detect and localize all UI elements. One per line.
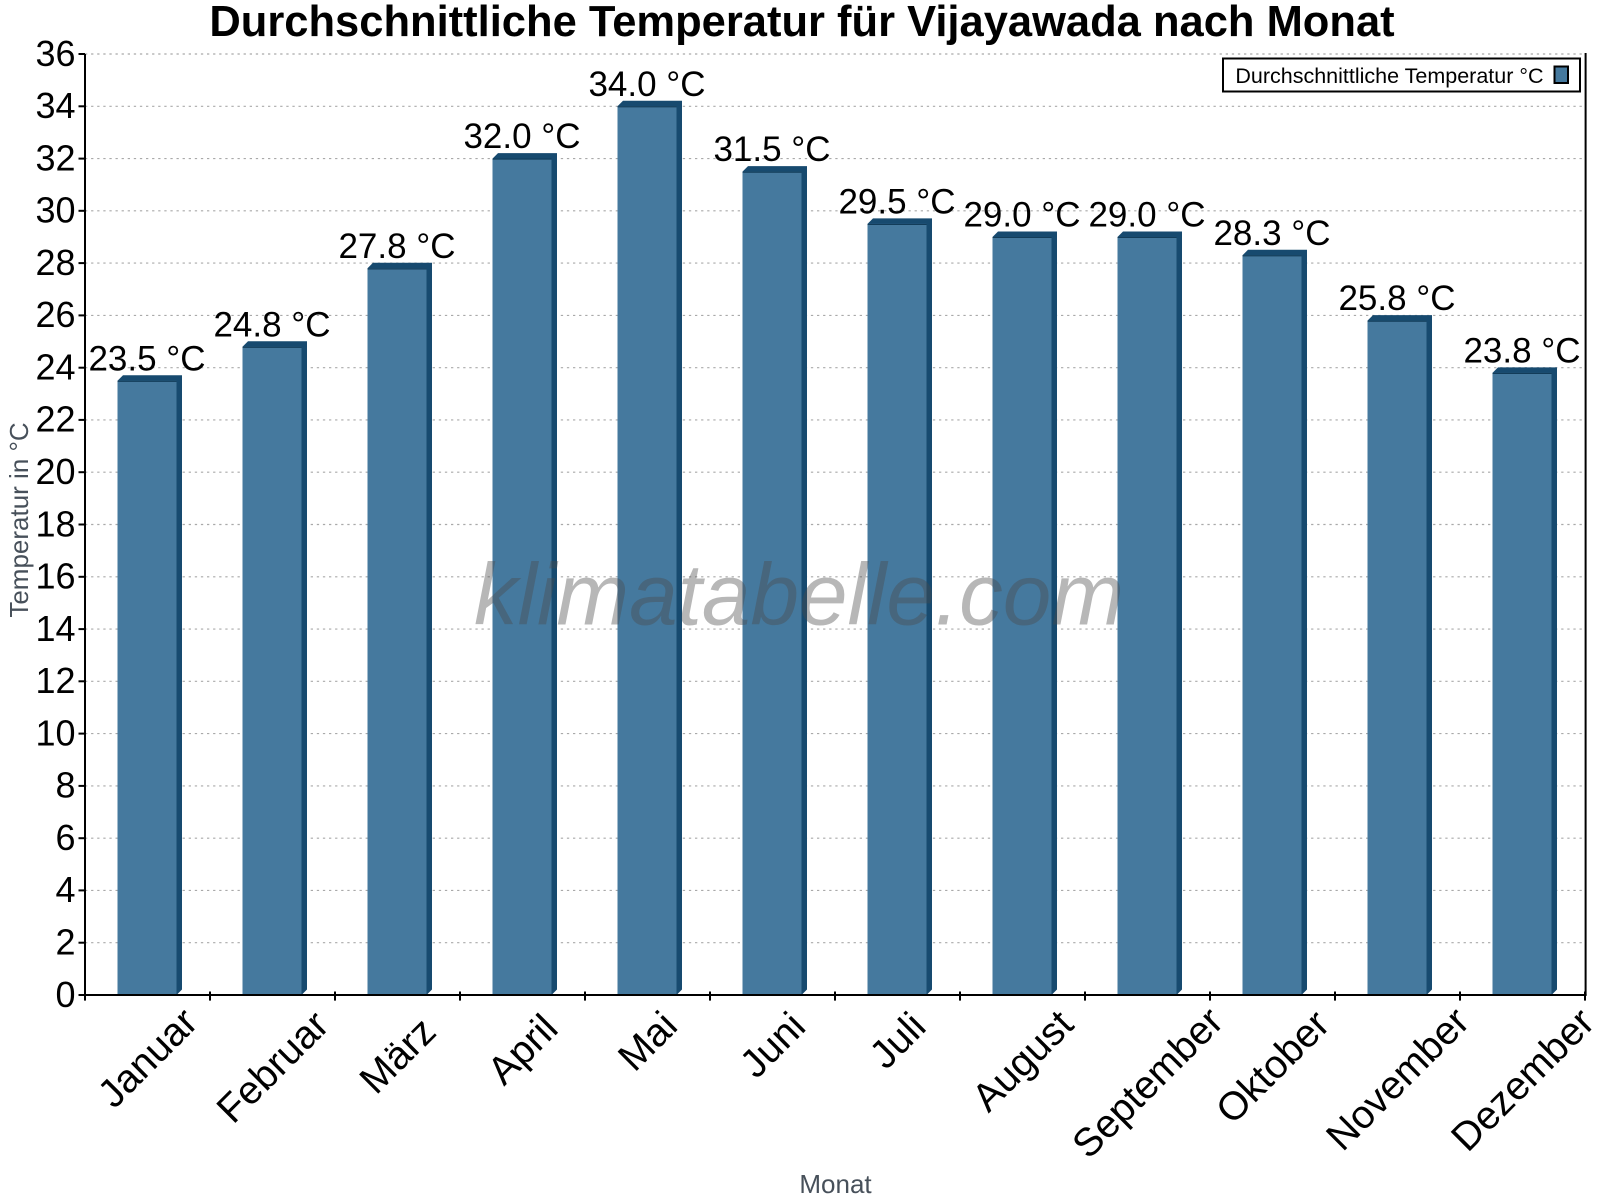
svg-text:8: 8 (55, 765, 75, 806)
svg-text:23.5 °C: 23.5 °C (88, 339, 205, 378)
svg-text:32.0 °C: 32.0 °C (463, 117, 580, 156)
svg-text:24.8 °C: 24.8 °C (213, 305, 330, 344)
svg-text:34.0 °C: 34.0 °C (588, 65, 705, 104)
svg-text:28: 28 (35, 242, 75, 283)
svg-text:10: 10 (35, 712, 75, 753)
svg-text:29.0 °C: 29.0 °C (1088, 196, 1205, 235)
svg-text:24: 24 (35, 347, 75, 388)
svg-text:25.8 °C: 25.8 °C (1338, 279, 1455, 318)
svg-text:4: 4 (55, 869, 75, 910)
svg-text:27.8 °C: 27.8 °C (338, 227, 455, 266)
svg-text:29.5 °C: 29.5 °C (838, 183, 955, 222)
svg-text:0: 0 (55, 974, 75, 1015)
svg-text:2: 2 (55, 922, 75, 963)
svg-text:32: 32 (35, 137, 75, 178)
svg-text:klimatabelle.com: klimatabelle.com (474, 546, 1124, 644)
svg-text:30: 30 (35, 190, 75, 231)
svg-text:Monat: Monat (799, 1169, 872, 1199)
svg-text:Temperatur in °C: Temperatur in °C (4, 422, 34, 617)
svg-text:29.0 °C: 29.0 °C (963, 196, 1080, 235)
svg-text:31.5 °C: 31.5 °C (713, 130, 830, 169)
svg-text:Durchschnittliche Temperatur f: Durchschnittliche Temperatur für Vijayaw… (209, 0, 1394, 46)
svg-text:23.8 °C: 23.8 °C (1463, 332, 1580, 371)
svg-text:20: 20 (35, 451, 75, 492)
svg-text:Durchschnittliche Temperatur °: Durchschnittliche Temperatur °C (1235, 64, 1543, 88)
svg-text:36: 36 (35, 33, 75, 74)
svg-text:12: 12 (35, 660, 75, 701)
svg-text:34: 34 (35, 85, 75, 126)
svg-text:16: 16 (35, 556, 75, 597)
svg-text:28.3 °C: 28.3 °C (1213, 214, 1330, 253)
svg-text:14: 14 (35, 608, 75, 649)
svg-text:22: 22 (35, 399, 75, 440)
svg-text:6: 6 (55, 817, 75, 858)
svg-text:26: 26 (35, 294, 75, 335)
svg-text:18: 18 (35, 503, 75, 544)
